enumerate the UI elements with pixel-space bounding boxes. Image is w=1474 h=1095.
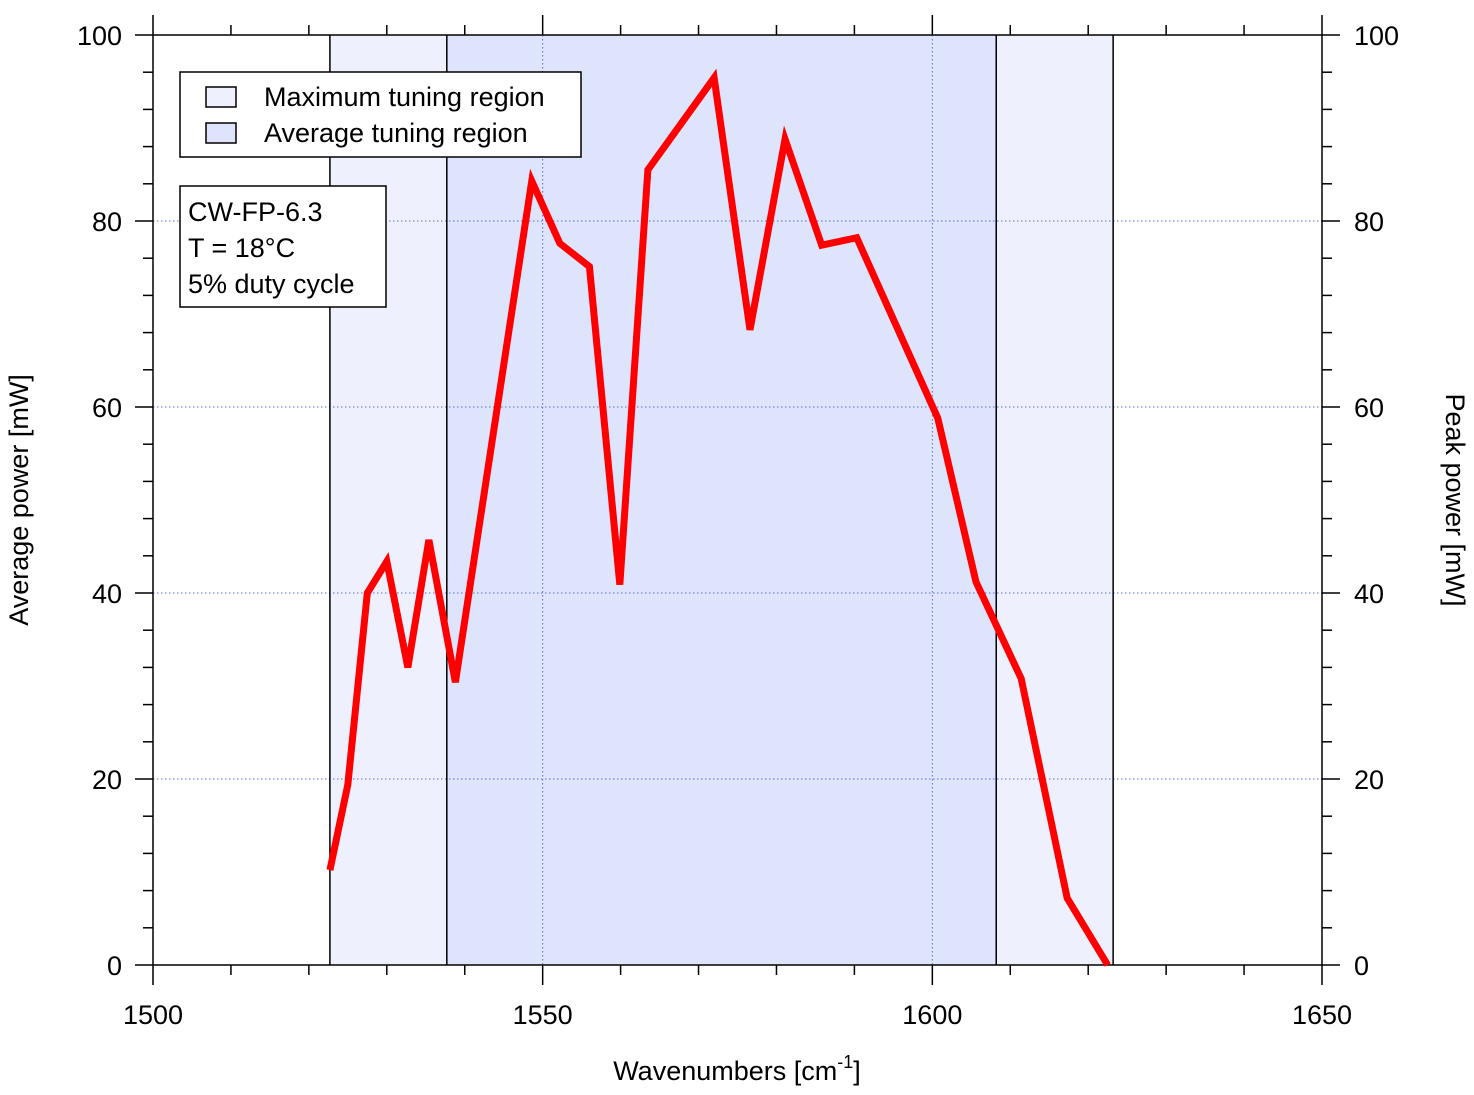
y2-tick-label: 100 (1354, 21, 1399, 51)
annotation: CW-FP-6.3 T = 18°C 5% duty cycle (179, 185, 387, 308)
legend-swatch (205, 86, 237, 108)
x-tick-label: 1500 (123, 1000, 183, 1030)
y2-tick-label: 0 (1354, 951, 1369, 981)
y-tick-label: 20 (92, 765, 122, 795)
annotation-line: CW-FP-6.3 (188, 197, 323, 227)
y2-tick-label: 40 (1354, 579, 1384, 609)
annotation-box (179, 185, 387, 308)
y2-axis-label: Peak power [mW] (1440, 393, 1470, 606)
x-label-sup: -1 (837, 1052, 853, 1072)
x-tick-label: 1600 (902, 1000, 962, 1030)
annotation-line: 5% duty cycle (188, 269, 355, 299)
x-label-close: ] (853, 1056, 861, 1086)
legend: Maximum tuning region Average tuning regi… (179, 71, 582, 158)
y2-tick-label: 60 (1354, 393, 1384, 423)
annotation-line: T = 18°C (188, 233, 295, 263)
y-tick-label: 0 (107, 951, 122, 981)
y-axis-label: Average power [mW] (4, 374, 34, 626)
y2-tick-label: 20 (1354, 765, 1384, 795)
data-line (326, 68, 1111, 967)
y-tick-label: 40 (92, 579, 122, 609)
y-tick-label: 100 (77, 21, 122, 51)
x-axis-label: Wavenumbers [cm-1] (613, 1052, 861, 1086)
y2-tick-label: 80 (1354, 207, 1384, 237)
x-tick-label: 1550 (513, 1000, 573, 1030)
y-tick-label: 60 (92, 393, 122, 423)
y-tick-label: 80 (92, 207, 122, 237)
x-label-text: Wavenumbers [cm (613, 1056, 837, 1086)
legend-label: Average tuning region (264, 118, 528, 148)
x-tick-label: 1650 (1292, 1000, 1352, 1030)
legend-swatch (205, 122, 237, 144)
legend-box (179, 71, 582, 158)
legend-label: Maximum tuning region (264, 82, 545, 112)
